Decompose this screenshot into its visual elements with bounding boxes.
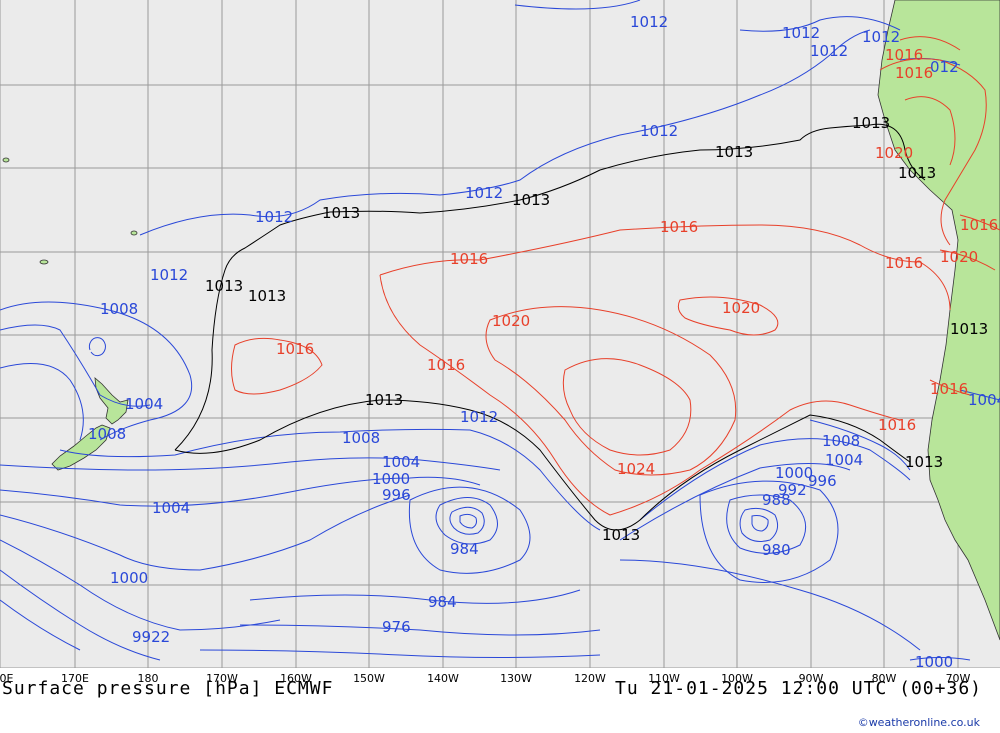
lon-label: 120W (574, 672, 606, 685)
isobar-label: 1016 (930, 380, 968, 398)
isobar-label: 1008 (822, 432, 860, 450)
isobar-label: 1012 (640, 122, 678, 140)
grid (0, 0, 1000, 668)
isobar-label: 1008 (88, 425, 126, 443)
isobar-label: 988 (762, 491, 791, 509)
isobar-label: 992 (778, 481, 807, 499)
isobar-label: 1012 (630, 13, 668, 31)
isobar-label: 1013 (322, 204, 360, 222)
isobar-label: 1012 (255, 208, 293, 226)
credit-link[interactable]: ©weatheronline.co.uk (857, 716, 980, 729)
lon-label: 80W (871, 672, 897, 685)
isobar-label: 1020 (722, 299, 760, 317)
isobar-label: 1013 (205, 277, 243, 295)
isobar-label: 1012 (782, 24, 820, 42)
isobar-label: 1000 (372, 470, 410, 488)
island (2, 157, 10, 163)
isobar-label: 1012 (465, 184, 503, 202)
isobar-label: 1013 (248, 287, 286, 305)
isobar-labels: 1012 1012 1012 1012 1012 1012 1012 1012 … (88, 13, 1000, 668)
isobar-label: 1004 (382, 453, 420, 471)
isobar-label: 1016 (450, 250, 488, 268)
isobar-label: 1004 (825, 451, 863, 469)
isobars-high (231, 36, 1000, 516)
isobar-label: 996 (382, 486, 411, 504)
isobar-label: 1020 (492, 312, 530, 330)
isobar-label: 976 (382, 618, 411, 636)
isobar-label: 1016 (960, 216, 998, 234)
ocean (0, 0, 1000, 668)
footer (0, 668, 1000, 733)
island (130, 230, 138, 236)
isobar-label: 1012 (862, 28, 900, 46)
isobar-label: 996 (808, 472, 837, 490)
isobar-label: 1004 (152, 499, 190, 517)
lon-label: 180 (137, 672, 159, 685)
isobar-label: 1000 (915, 653, 953, 668)
isobars-1013 (174, 123, 926, 531)
isobar-label: 1008 (342, 429, 380, 447)
isobar-label: 980 (762, 541, 791, 559)
pressure-map: 1012 1012 1012 1012 1012 1012 1012 1012 … (0, 0, 1000, 668)
isobar-label: 1013 (905, 453, 943, 471)
lon-label: 100W (721, 672, 753, 685)
isobar-label: 1012 (460, 408, 498, 426)
lon-label: 170E (61, 672, 89, 685)
isobar-label: 1024 (617, 460, 655, 478)
isobar-label: 1013 (898, 164, 936, 182)
lon-label: 170W (206, 672, 238, 685)
isobar-label: 1016 (895, 64, 933, 82)
isobar-label: 984 (450, 540, 479, 558)
lon-label: 110W (648, 672, 680, 685)
isobar-label: 012 (930, 58, 959, 76)
isobar-label: 1000 (775, 464, 813, 482)
isobar-label: 1013 (512, 191, 550, 209)
isobar-label: 9922 (132, 628, 170, 646)
isobar-label: 1013 (602, 526, 640, 544)
isobar-label: 1008 (100, 300, 138, 318)
isobar-label: 1013 (852, 114, 890, 132)
isobar-label: 1016 (885, 46, 923, 64)
map-title: Surface pressure [hPa] ECMWF (2, 678, 334, 699)
lon-label: 60E (0, 672, 14, 685)
isobar-label: 1020 (875, 144, 913, 162)
lon-label: 150W (353, 672, 385, 685)
isobars-low (0, 0, 1000, 661)
isobar-label: 1012 (810, 42, 848, 60)
lon-label: 140W (427, 672, 459, 685)
isobar-label: 984 (428, 593, 457, 611)
lon-label: 160W (280, 672, 312, 685)
valid-time: Tu 21-01-2025 12:00 UTC (00+36) (615, 678, 982, 699)
isobar-label: 1016 (878, 416, 916, 434)
isobar-label: 1016 (885, 254, 923, 272)
isobar-label: 1012 (150, 266, 188, 284)
lon-label: 70W (945, 672, 971, 685)
isobar-label: 1016 (427, 356, 465, 374)
isobar-label: 1016 (660, 218, 698, 236)
isobar-label: 1013 (950, 320, 988, 338)
isobar-label: 1004 (125, 395, 163, 413)
isobar-label: 1020 (940, 248, 978, 266)
isobar-label: 1013 (365, 391, 403, 409)
new-zealand-south (51, 424, 111, 471)
lon-label: 130W (500, 672, 532, 685)
isobar-label: 1016 (276, 340, 314, 358)
isobar-label: 1004 (968, 391, 1000, 409)
lon-label: 90W (798, 672, 824, 685)
isobar-label: 1013 (715, 143, 753, 161)
isobar-label: 1000 (110, 569, 148, 587)
island (39, 259, 49, 265)
